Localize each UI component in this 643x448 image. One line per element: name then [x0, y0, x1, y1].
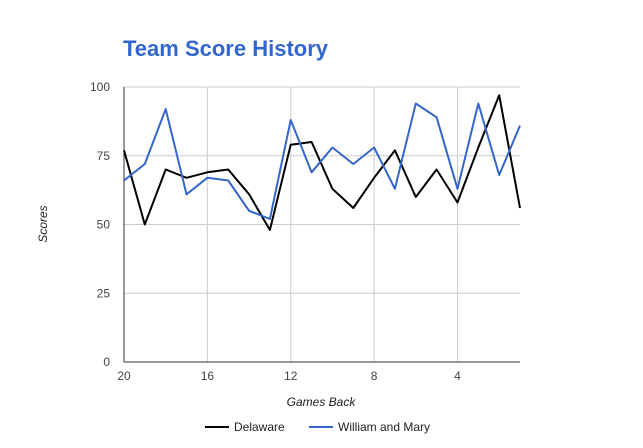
y-tick-label-25: 25 — [97, 286, 111, 300]
gridlines — [124, 86, 520, 362]
x-tick-label-16: 16 — [201, 369, 215, 383]
series-line-1 — [123, 94, 521, 231]
y-tick-label-50: 50 — [97, 218, 111, 232]
axes — [123, 87, 520, 363]
chart-title: Team Score History — [123, 36, 329, 61]
x-tick-label-20: 20 — [117, 369, 131, 383]
legend-label-1: Delaware — [234, 420, 285, 434]
y-tick-label-75: 75 — [97, 149, 111, 163]
y-axis-title: Scores — [36, 205, 50, 242]
series-line-2 — [123, 102, 521, 220]
x-tick-label-4: 4 — [454, 369, 461, 383]
legend-label-2: William and Mary — [338, 420, 430, 434]
y-tick-label-100: 100 — [90, 80, 110, 94]
series-lines — [123, 94, 521, 231]
x-tick-label-12: 12 — [284, 369, 298, 383]
legend: Delaware William and Mary — [205, 420, 430, 434]
x-axis-title: Games Back — [287, 395, 357, 409]
y-tick-label-0: 0 — [103, 355, 110, 369]
tick-labels: 0 25 50 75 100 20 16 12 8 4 — [90, 80, 461, 383]
x-tick-label-8: 8 — [371, 369, 378, 383]
